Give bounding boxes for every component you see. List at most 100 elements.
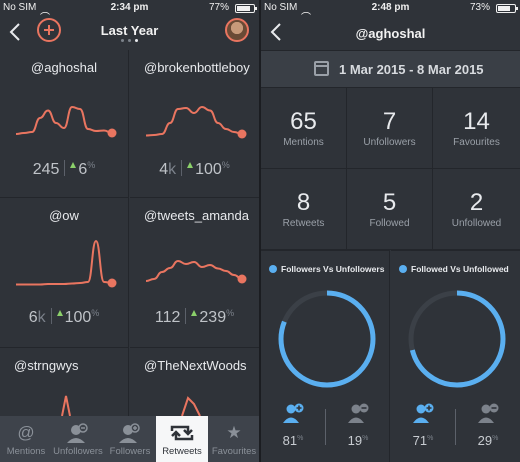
donut-chart (278, 290, 376, 388)
stat-retweets[interactable]: 8 Retweets (261, 169, 347, 250)
tab-favourites[interactable]: ★ Favourites (208, 416, 259, 462)
account-card[interactable]: @TheNextWoods (130, 348, 259, 416)
account-stats: 112 239% (130, 308, 259, 327)
tab-label: Retweets (162, 446, 202, 457)
trend-up-icon (70, 162, 77, 168)
carrier-label: No SIM (264, 2, 298, 13)
change-unit: % (87, 160, 96, 170)
add-account-button[interactable] (37, 18, 61, 42)
back-icon[interactable] (8, 22, 22, 42)
change-unit: % (226, 308, 235, 318)
account-handle: @aghoshal (31, 60, 97, 75)
tab-mentions[interactable]: @ Mentions (0, 416, 52, 462)
percent-unit: % (492, 435, 499, 442)
ratio-split: 81% 19% (261, 401, 389, 451)
sparkline-path (145, 105, 243, 137)
stat-value: 2 (469, 189, 484, 216)
carrier-label: No SIM (3, 2, 37, 13)
battery-percent: 77% (208, 2, 229, 13)
sparkline-path (145, 259, 243, 282)
sparkline-path (15, 105, 113, 135)
nav-bar: @aghoshal (261, 16, 520, 50)
account-card[interactable]: @aghoshal 245 6% (0, 50, 129, 198)
account-handle: @TheNextWoods (144, 358, 247, 373)
stat-value: 245 (32, 161, 60, 178)
stat-unfollowed[interactable]: 2 Unfollowed (433, 169, 520, 250)
value-unit: k (168, 161, 177, 178)
stat-value: 7 (382, 108, 397, 135)
wifi-icon: ︵ (301, 6, 311, 17)
page-title: Last Year (100, 23, 159, 38)
stat-label: Retweets (282, 218, 325, 229)
tab-unfollowers[interactable]: Unfollowers (52, 416, 104, 462)
trend-up-icon (187, 162, 194, 168)
sparkline-endpoint (107, 128, 117, 138)
page-title: @aghoshal (355, 26, 426, 41)
unfollowers-ratio: 19% (326, 401, 390, 451)
tab-label: Followers (109, 446, 151, 457)
overview-screen: No SIM ︵ 2:34 pm 77% Last Year @aghoshal… (0, 0, 259, 462)
primary-percent: 71 (412, 433, 428, 448)
star-icon: ★ (226, 423, 242, 442)
secondary-percent: 19 (347, 433, 363, 448)
tab-label: Unfollowers (53, 446, 103, 457)
stat-unfollowers[interactable]: 7 Unfollowers (347, 88, 433, 169)
account-handle: @strngwys (14, 358, 79, 373)
stat-value: 65 (290, 108, 317, 135)
value-unit: k (37, 309, 46, 326)
sparkline (16, 239, 117, 288)
account-handle: @brokenbottleboy (144, 60, 250, 75)
stat-favourites[interactable]: 14 Favourites (433, 88, 520, 169)
stat-change: 100 (195, 161, 222, 178)
stat-label: Followed (369, 218, 410, 229)
card-title-text: Followers Vs Unfollowers (281, 264, 385, 274)
account-stats: 6k 100% (0, 308, 128, 327)
percent-unit: % (427, 435, 434, 442)
percent-unit: % (297, 435, 304, 442)
account-stats: 4k 100% (130, 160, 259, 179)
account-grid: @aghoshal 245 6% @brokenbottleboy 4k 100% … (0, 50, 259, 416)
sparkline (145, 105, 247, 139)
retweet-icon (170, 425, 194, 441)
sparkline-partial (61, 395, 71, 416)
screen-divider (259, 0, 261, 462)
stat-mentions[interactable]: 65 Mentions (261, 88, 347, 169)
clock: 2:48 pm (371, 2, 410, 13)
date-range: 1 Mar 2015 - 8 Mar 2015 (339, 62, 484, 77)
stat-value: 4 (159, 161, 169, 178)
page-indicator (0, 39, 259, 42)
sparkline-endpoint (237, 129, 247, 139)
followers-vs-unfollowers-card: Followers Vs Unfollowers 81% 19% (261, 250, 390, 462)
secondary-percent: 29 (477, 433, 493, 448)
account-card[interactable]: @strngwys (0, 348, 129, 416)
followers-icon (119, 423, 140, 443)
stat-change: 6 (78, 161, 88, 178)
add-person-icon (413, 403, 434, 423)
remove-person-icon (478, 403, 499, 423)
account-card[interactable]: @brokenbottleboy 4k 100% (130, 50, 259, 198)
tab-bar: @ Mentions Unfollowers Followers Retweet… (0, 416, 259, 462)
change-unit: % (221, 160, 230, 170)
account-card[interactable]: @tweets_amanda 112 239% (130, 198, 259, 348)
percent-unit: % (362, 435, 369, 442)
stats-grid: 65 Mentions 7 Unfollowers 14 Favourites 8 Re… (261, 88, 520, 250)
stat-followed[interactable]: 5 Followed (347, 169, 433, 250)
battery-icon (496, 4, 518, 13)
avatar[interactable] (225, 18, 249, 42)
account-detail-screen: No SIM ︵ 2:48 pm 73% @aghoshal 1 Mar 201… (261, 0, 520, 462)
donut-arc (278, 290, 376, 388)
account-card[interactable]: @ow 6k 100% (0, 198, 129, 348)
stat-label: Unfollowers (363, 137, 416, 148)
tab-retweets[interactable]: Retweets (156, 416, 208, 462)
back-icon[interactable] (269, 22, 283, 42)
followers-ratio: 81% (261, 401, 325, 451)
account-stats: 245 6% (0, 160, 128, 179)
ratio-split: 71% 29% (391, 401, 520, 451)
tab-label: Favourites (211, 446, 257, 457)
legend-dot-icon (399, 265, 407, 273)
sparkline (15, 105, 117, 138)
unfollowed-ratio: 29% (456, 401, 520, 451)
tab-followers[interactable]: Followers (104, 416, 156, 462)
status-bar: No SIM ︵ 2:48 pm 73% (261, 0, 520, 17)
date-range-selector[interactable]: 1 Mar 2015 - 8 Mar 2015 (261, 50, 520, 88)
